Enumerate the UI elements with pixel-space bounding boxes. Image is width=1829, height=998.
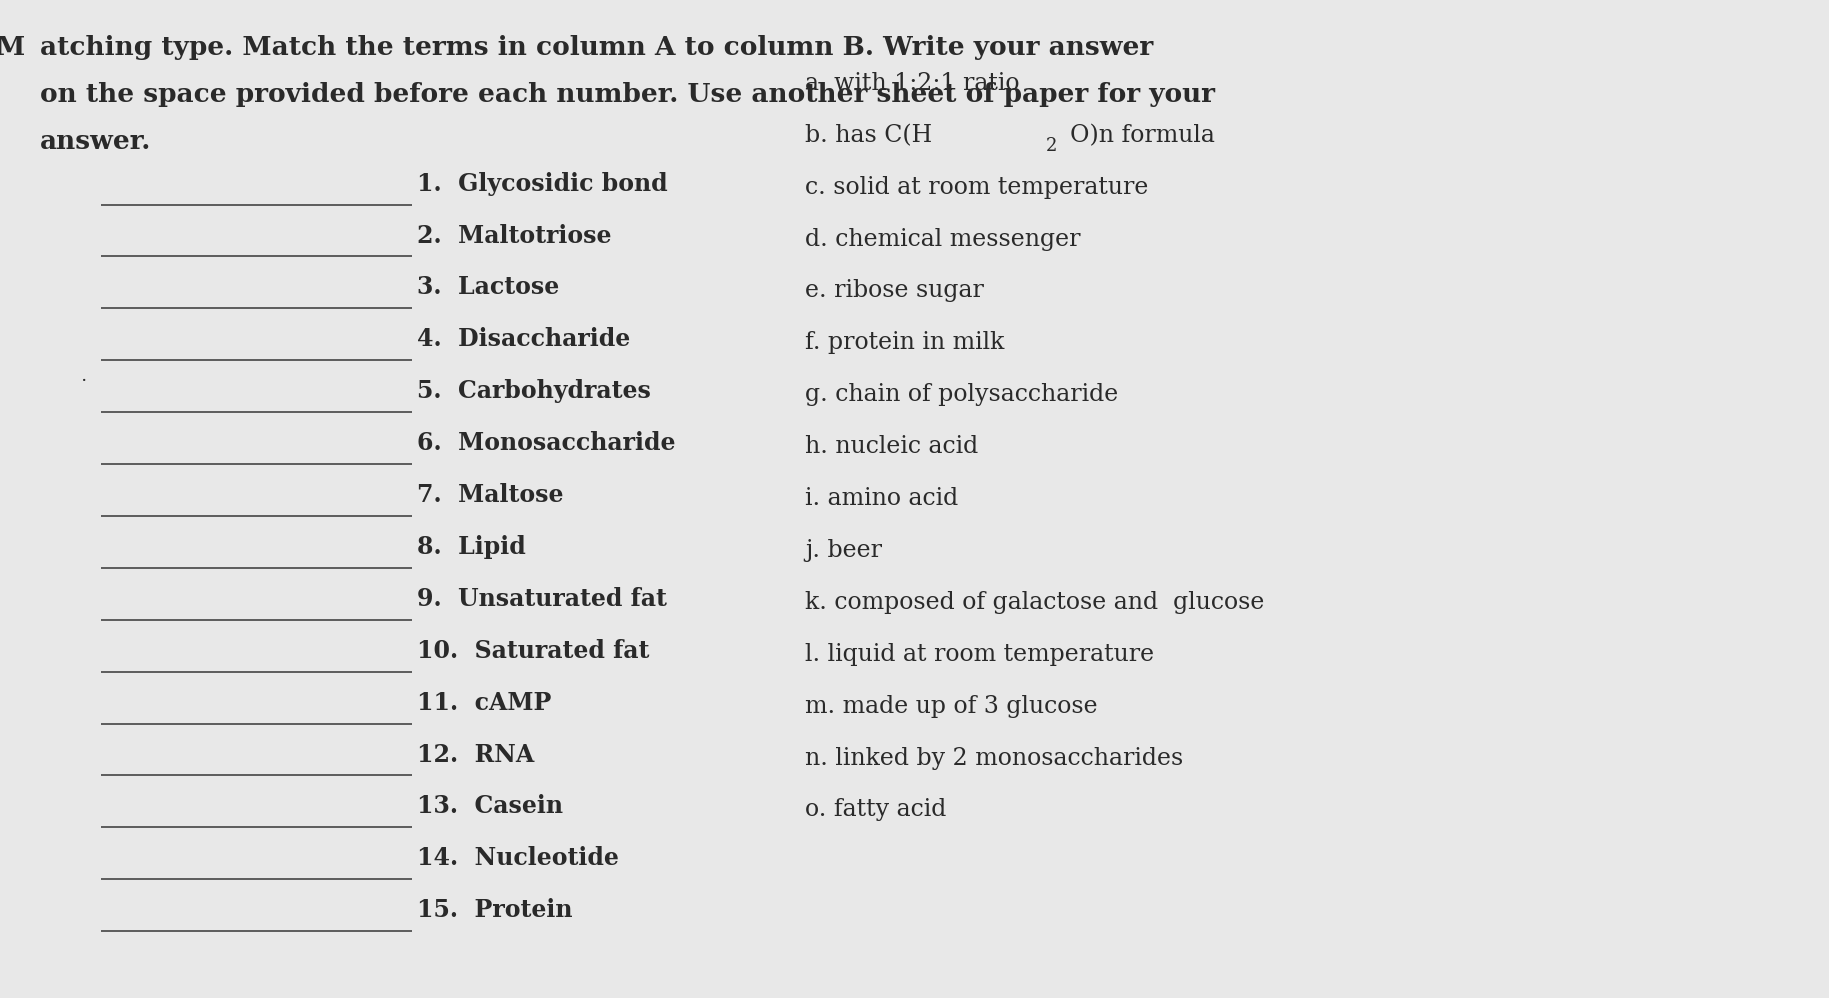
Text: O)n formula: O)n formula [1070, 124, 1214, 147]
Text: ˙: ˙ [79, 379, 90, 398]
Text: c. solid at room temperature: c. solid at room temperature [805, 176, 1149, 199]
Text: atching type. Match the terms in column A to column B. Write your answer: atching type. Match the terms in column … [40, 35, 1154, 60]
Text: answer.: answer. [40, 129, 152, 154]
Text: 4.  Disaccharide: 4. Disaccharide [417, 327, 631, 351]
Text: 14.  Nucleotide: 14. Nucleotide [417, 846, 618, 870]
Text: o. fatty acid: o. fatty acid [805, 798, 946, 821]
Text: i. amino acid: i. amino acid [805, 487, 958, 510]
Text: f. protein in milk: f. protein in milk [805, 331, 1004, 354]
Text: e. ribose sugar: e. ribose sugar [805, 279, 984, 302]
Text: 2.  Maltotriose: 2. Maltotriose [417, 224, 611, 248]
Text: 6.  Monosaccharide: 6. Monosaccharide [417, 431, 675, 455]
Text: b. has C(H: b. has C(H [805, 124, 933, 147]
Text: j. beer: j. beer [805, 539, 882, 562]
Text: 10.  Saturated fat: 10. Saturated fat [417, 639, 649, 663]
Text: 13.  Casein: 13. Casein [417, 794, 563, 818]
Text: a. with 1:2:1 ratio: a. with 1:2:1 ratio [805, 72, 1019, 95]
Text: l. liquid at room temperature: l. liquid at room temperature [805, 643, 1154, 666]
Text: on the space provided before each number. Use another sheet of paper for your: on the space provided before each number… [40, 82, 1214, 107]
Text: 2: 2 [1046, 137, 1057, 155]
Text: 12.  RNA: 12. RNA [417, 743, 534, 766]
Text: 8.  Lipid: 8. Lipid [417, 535, 525, 559]
Text: m. made up of 3 glucose: m. made up of 3 glucose [805, 695, 1097, 718]
Text: 3.  Lactose: 3. Lactose [417, 275, 560, 299]
Text: g. chain of polysaccharide: g. chain of polysaccharide [805, 383, 1118, 406]
Text: 9.  Unsaturated fat: 9. Unsaturated fat [417, 587, 668, 611]
Text: n. linked by 2 monosaccharides: n. linked by 2 monosaccharides [805, 747, 1183, 769]
Text: 11.  cAMP: 11. cAMP [417, 691, 551, 715]
Text: 15.  Protein: 15. Protein [417, 898, 572, 922]
Text: d. chemical messenger: d. chemical messenger [805, 228, 1081, 250]
Text: k. composed of galactose and  glucose: k. composed of galactose and glucose [805, 591, 1264, 614]
Text: 7.  Maltose: 7. Maltose [417, 483, 563, 507]
Text: M: M [0, 35, 26, 60]
Text: 1.  Glycosidic bond: 1. Glycosidic bond [417, 172, 668, 196]
Text: h. nucleic acid: h. nucleic acid [805, 435, 979, 458]
Text: 5.  Carbohydrates: 5. Carbohydrates [417, 379, 651, 403]
